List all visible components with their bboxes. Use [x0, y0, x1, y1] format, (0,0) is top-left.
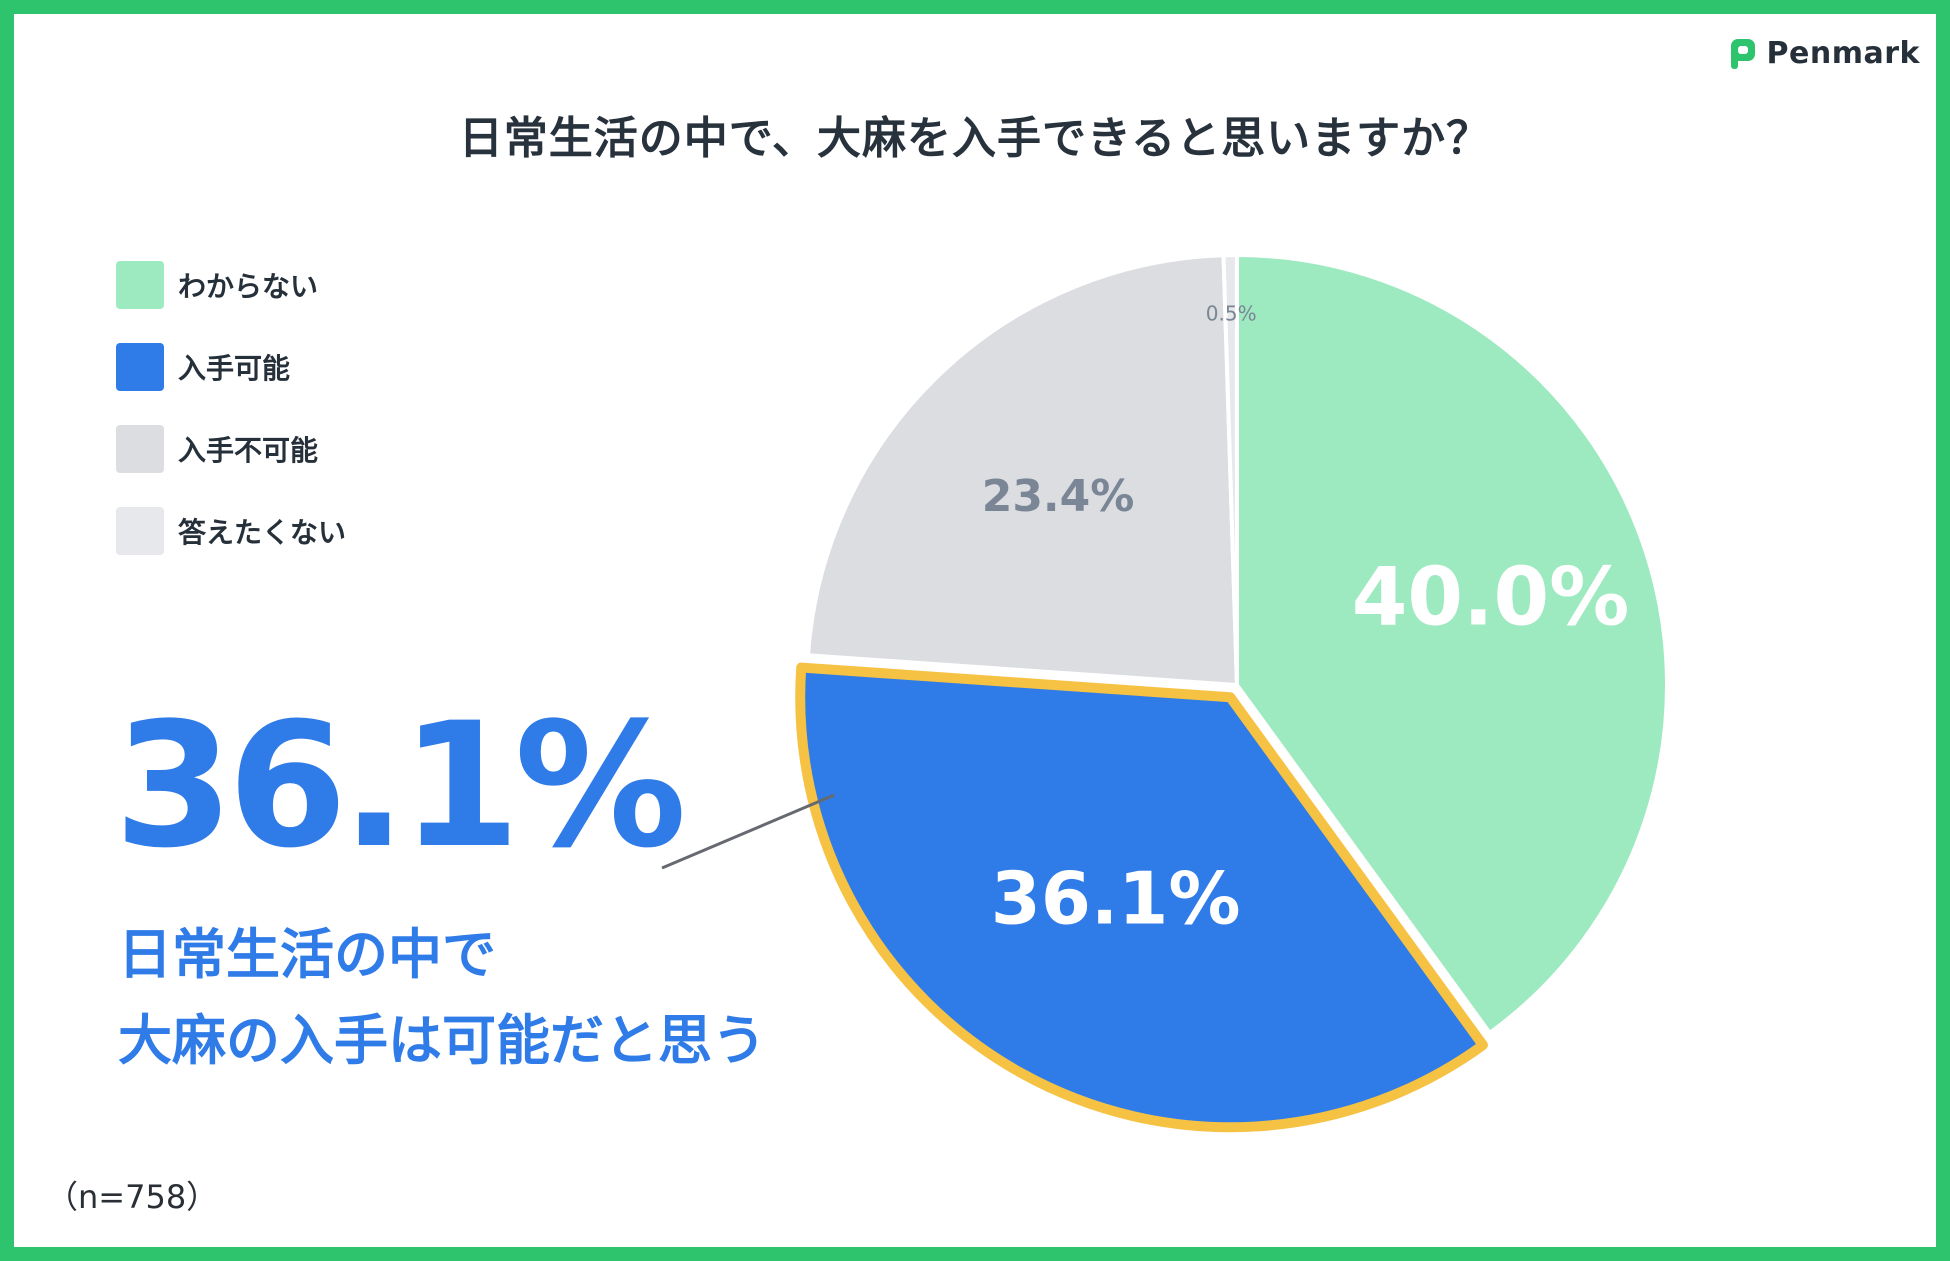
chart-legend: わからない 入手可能 入手不可能 答えたくない [116, 258, 346, 586]
pie-slice [1235, 252, 1669, 1036]
slice-label: 36.1% [991, 857, 1241, 941]
sample-size: （n=758） [46, 1178, 219, 1216]
pie-slice [805, 253, 1240, 688]
legend-label: 答えたくない [178, 516, 347, 549]
slice-label: 40.0% [1352, 551, 1630, 644]
highlight-caption-line: 大麻の入手は可能だと思う [118, 1009, 766, 1072]
pie-slice [1221, 252, 1239, 686]
highlight-caption-line: 日常生活の中で [118, 923, 496, 986]
legend-label: 入手不可能 [178, 434, 319, 467]
legend-item: 入手可能 [116, 340, 346, 394]
legend-swatch [116, 343, 164, 391]
slice-label: 23.4% [982, 471, 1135, 522]
penmark-logo-icon [1730, 38, 1755, 69]
legend-label: 入手可能 [178, 352, 291, 385]
brand-logo: Penmark [1729, 36, 1920, 71]
legend-label: わからない [178, 270, 319, 303]
legend-swatch [116, 507, 164, 555]
brand-name: Penmark [1766, 36, 1920, 71]
leader-line [661, 793, 835, 870]
chart-title: 日常生活の中で、大麻を入手できると思いますか？ [458, 113, 1492, 164]
legend-swatch [116, 261, 164, 309]
highlight-caption: 日常生活の中で 大麻の入手は可能だと思う [118, 912, 766, 1084]
legend-item: わからない [116, 258, 346, 312]
legend-item: 入手不可能 [116, 422, 346, 476]
slice-label: 0.5% [1206, 302, 1257, 326]
pie-slice [795, 662, 1488, 1133]
legend-item: 答えたくない [116, 504, 346, 558]
highlight-value: 36.1% [114, 685, 687, 886]
legend-swatch [116, 425, 164, 473]
